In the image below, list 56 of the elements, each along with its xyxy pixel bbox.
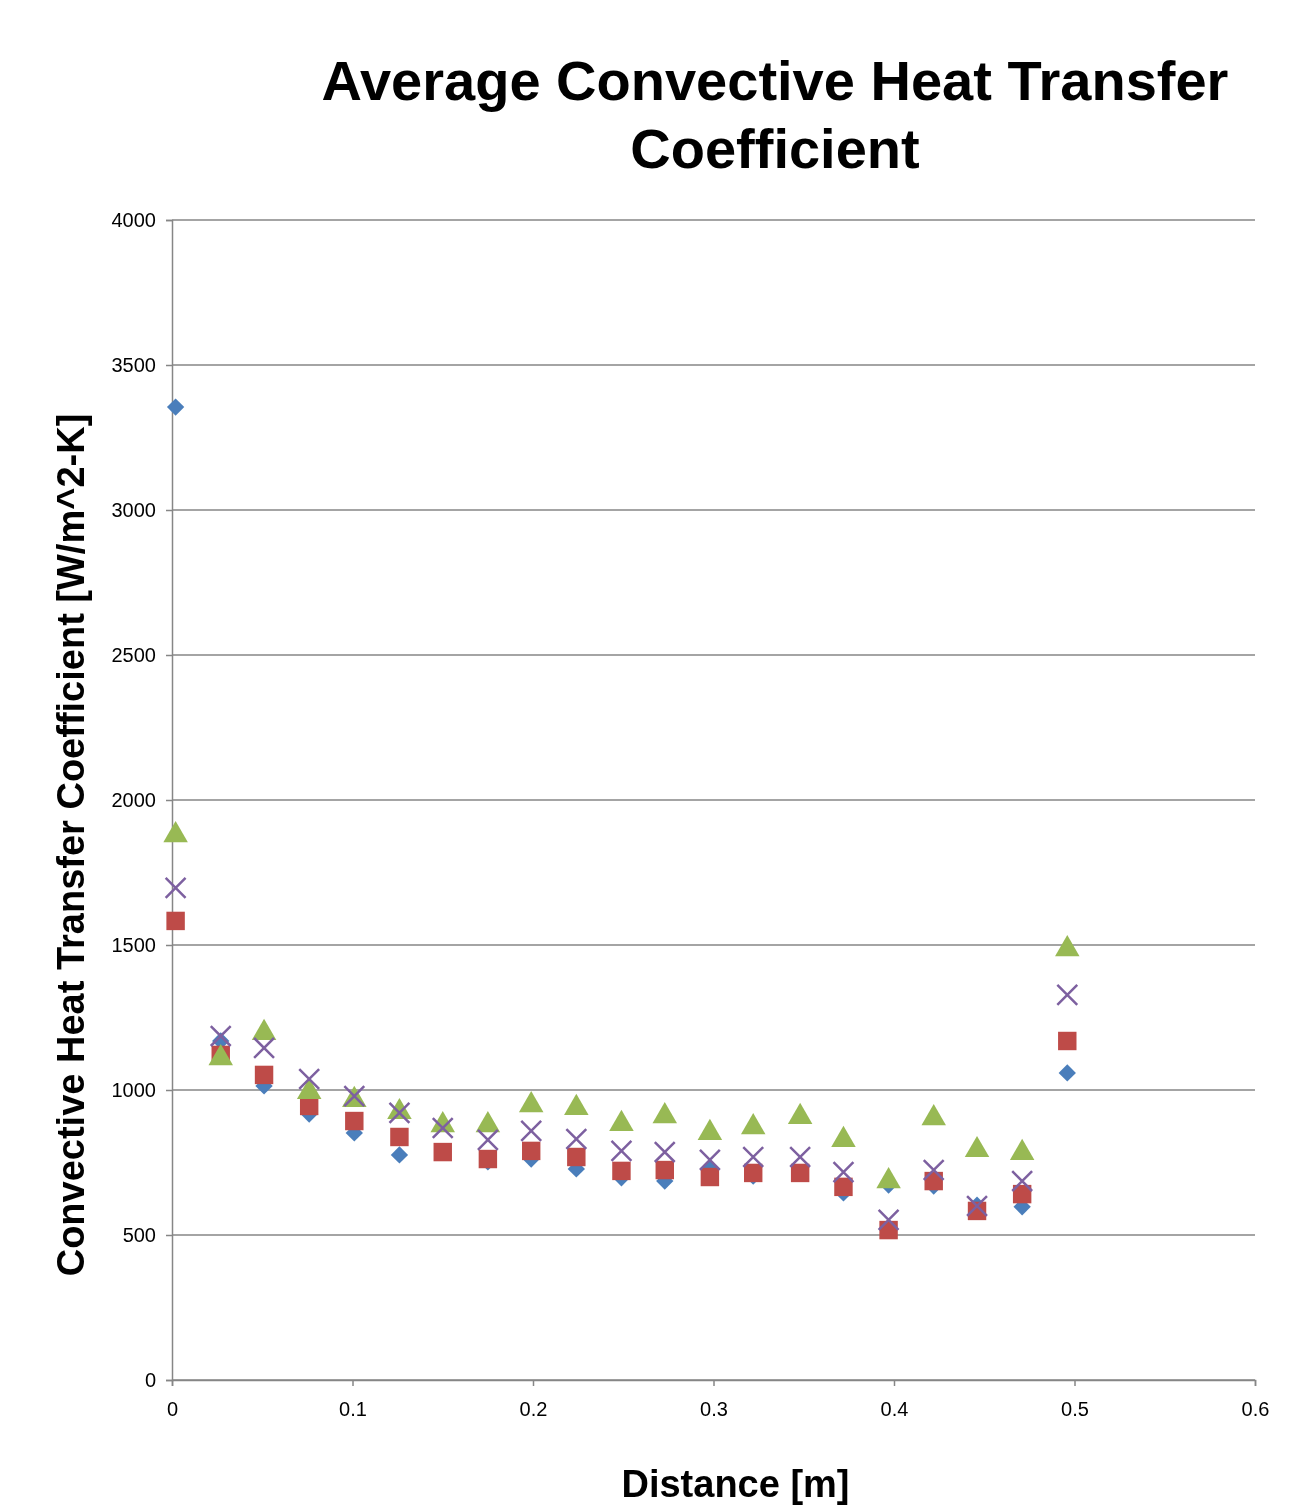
point <box>390 1146 409 1164</box>
x-tick-label: 0 <box>166 1398 179 1421</box>
point <box>834 1177 853 1197</box>
point <box>254 1065 274 1085</box>
point <box>922 1158 945 1182</box>
point <box>166 911 185 931</box>
x-tick-label: 0.3 <box>700 1398 728 1421</box>
y-tick-label: 4000 <box>111 208 156 231</box>
x-tick-label: 0.6 <box>1241 1398 1270 1421</box>
point <box>653 1140 676 1164</box>
point <box>252 1036 276 1060</box>
point <box>790 1163 810 1183</box>
y-tick-label: 500 <box>122 1223 156 1246</box>
point <box>521 1141 541 1161</box>
point <box>612 1161 631 1181</box>
y-tick-label: 2500 <box>111 643 156 666</box>
point <box>742 1145 765 1169</box>
y-tick-label: 3000 <box>111 498 156 521</box>
point <box>565 1127 588 1151</box>
y-tick-label: 1000 <box>111 1078 156 1101</box>
point <box>297 1067 321 1091</box>
y-tick-label: 1500 <box>111 933 156 956</box>
point <box>1056 983 1079 1007</box>
point <box>877 1208 900 1232</box>
y-tick-label: 2000 <box>111 788 156 811</box>
point <box>1058 1031 1077 1051</box>
point <box>209 1024 232 1048</box>
point <box>520 1119 543 1143</box>
x-axis-title: Distance [m] <box>621 1463 850 1505</box>
point <box>476 1128 500 1152</box>
point <box>166 398 185 416</box>
point <box>700 1167 720 1187</box>
point <box>433 1142 452 1162</box>
point <box>788 1145 812 1169</box>
y-axis-title: Convective Heat Transfer Coefficient [W/m^2-K] <box>50 413 92 1277</box>
x-tick-label: 0.1 <box>339 1398 367 1421</box>
point <box>478 1149 498 1169</box>
y-tick-label: 3500 <box>111 353 156 376</box>
point <box>345 1111 364 1131</box>
point <box>698 1148 722 1172</box>
x-tick-label: 0.2 <box>519 1398 548 1421</box>
point <box>567 1147 586 1167</box>
point <box>1058 1064 1076 1082</box>
point <box>610 1139 633 1163</box>
point <box>655 1160 674 1180</box>
x-tick-label: 0.5 <box>1061 1398 1089 1421</box>
point <box>388 1101 411 1125</box>
point <box>832 1160 855 1184</box>
point <box>743 1163 763 1183</box>
chart-title: Average Convective Heat Transfer Coefficient <box>321 49 1229 180</box>
point <box>431 1116 454 1140</box>
point <box>390 1127 409 1147</box>
x-tick-label: 0.4 <box>880 1398 909 1421</box>
y-tick-label: 0 <box>144 1368 156 1391</box>
point <box>164 876 187 900</box>
point <box>1010 1169 1034 1193</box>
